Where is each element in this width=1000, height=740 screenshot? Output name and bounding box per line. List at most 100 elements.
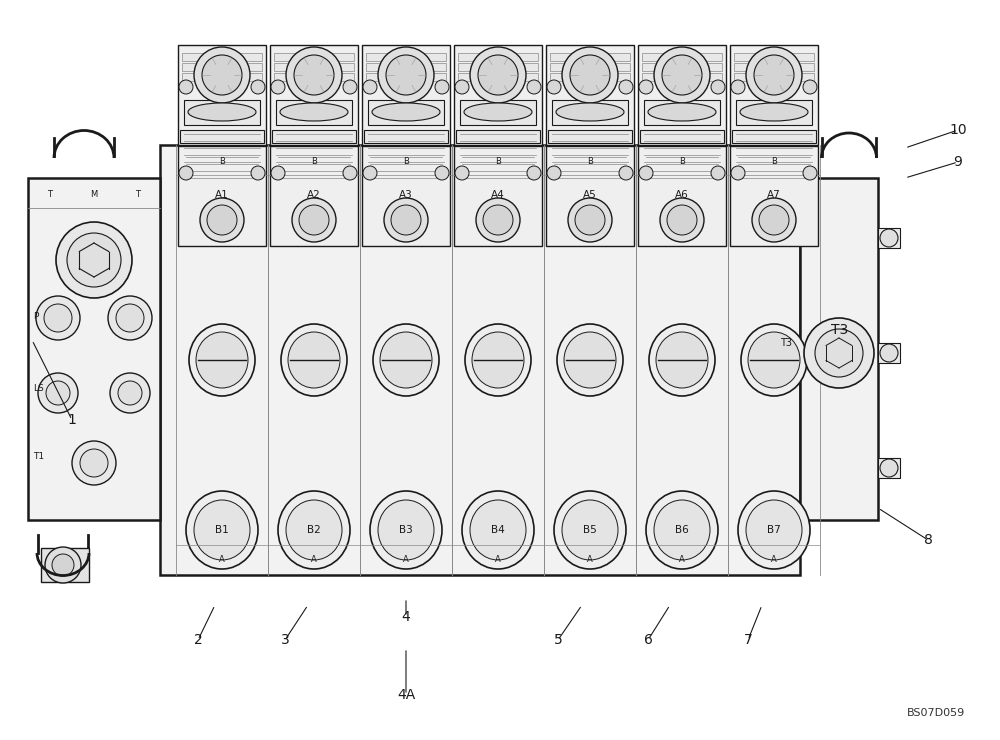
- Ellipse shape: [194, 165, 250, 225]
- Circle shape: [667, 205, 697, 235]
- Text: B: B: [403, 156, 409, 166]
- Circle shape: [470, 47, 526, 103]
- Circle shape: [639, 166, 653, 180]
- Text: T: T: [136, 189, 141, 198]
- Ellipse shape: [189, 324, 255, 396]
- Circle shape: [343, 166, 357, 180]
- Circle shape: [711, 166, 725, 180]
- Circle shape: [45, 547, 81, 583]
- Circle shape: [38, 373, 78, 413]
- Ellipse shape: [557, 324, 623, 396]
- Text: B3: B3: [399, 525, 413, 535]
- Text: A6: A6: [675, 190, 689, 200]
- Text: 4: 4: [402, 610, 410, 624]
- Circle shape: [754, 55, 794, 95]
- Text: 2: 2: [194, 633, 202, 647]
- Ellipse shape: [464, 103, 532, 121]
- Ellipse shape: [470, 165, 526, 225]
- Ellipse shape: [286, 165, 342, 225]
- Circle shape: [46, 381, 70, 405]
- Text: B4: B4: [491, 525, 505, 535]
- Text: B1: B1: [215, 525, 229, 535]
- Circle shape: [292, 198, 336, 242]
- Ellipse shape: [370, 156, 442, 234]
- Ellipse shape: [278, 156, 350, 234]
- Ellipse shape: [380, 332, 432, 388]
- Circle shape: [752, 198, 796, 242]
- Circle shape: [391, 205, 421, 235]
- Circle shape: [483, 205, 513, 235]
- Ellipse shape: [740, 103, 808, 121]
- Circle shape: [56, 222, 132, 298]
- Text: B: B: [587, 156, 593, 166]
- Ellipse shape: [188, 103, 256, 121]
- Ellipse shape: [562, 500, 618, 560]
- Ellipse shape: [186, 156, 258, 234]
- Text: T: T: [48, 189, 53, 198]
- Circle shape: [803, 166, 817, 180]
- Bar: [362, 146, 450, 246]
- Bar: [878, 458, 900, 478]
- Text: B5: B5: [583, 525, 597, 535]
- Ellipse shape: [470, 500, 526, 560]
- Text: 9: 9: [954, 155, 962, 169]
- Bar: [41, 548, 89, 582]
- Text: 8: 8: [924, 533, 932, 547]
- Circle shape: [570, 55, 610, 95]
- Circle shape: [547, 80, 561, 94]
- Bar: [550, 63, 630, 71]
- Text: BS07D059: BS07D059: [907, 708, 965, 718]
- Ellipse shape: [278, 491, 350, 569]
- Bar: [730, 45, 818, 145]
- Circle shape: [619, 166, 633, 180]
- Circle shape: [251, 80, 265, 94]
- Text: 3: 3: [281, 633, 289, 647]
- Bar: [456, 130, 540, 143]
- Bar: [638, 45, 726, 145]
- Bar: [734, 53, 814, 61]
- Circle shape: [118, 381, 142, 405]
- Text: T1: T1: [33, 451, 44, 460]
- Bar: [272, 130, 356, 143]
- Bar: [642, 63, 722, 71]
- Bar: [184, 100, 260, 125]
- Circle shape: [435, 166, 449, 180]
- Text: 7: 7: [744, 633, 752, 647]
- Circle shape: [179, 166, 193, 180]
- Bar: [460, 100, 536, 125]
- Ellipse shape: [648, 103, 716, 121]
- Circle shape: [363, 166, 377, 180]
- Ellipse shape: [746, 500, 802, 560]
- Bar: [182, 53, 262, 61]
- Bar: [274, 73, 354, 81]
- Circle shape: [803, 80, 817, 94]
- Bar: [270, 146, 358, 246]
- Bar: [800, 178, 878, 520]
- Bar: [178, 45, 266, 145]
- Bar: [366, 53, 446, 61]
- Ellipse shape: [562, 165, 618, 225]
- Ellipse shape: [649, 324, 715, 396]
- Bar: [180, 130, 264, 143]
- Circle shape: [660, 198, 704, 242]
- Text: B: B: [219, 156, 225, 166]
- Ellipse shape: [654, 165, 710, 225]
- Bar: [550, 53, 630, 61]
- Bar: [546, 45, 634, 145]
- Circle shape: [639, 80, 653, 94]
- Circle shape: [378, 47, 434, 103]
- Bar: [182, 73, 262, 81]
- Text: A: A: [495, 554, 501, 563]
- Circle shape: [271, 80, 285, 94]
- Bar: [274, 53, 354, 61]
- Text: B: B: [495, 156, 501, 166]
- Bar: [160, 145, 800, 575]
- Text: 1: 1: [68, 413, 76, 427]
- Circle shape: [294, 55, 334, 95]
- Bar: [878, 228, 900, 248]
- Bar: [734, 73, 814, 81]
- Circle shape: [363, 80, 377, 94]
- Text: A: A: [403, 554, 409, 563]
- Circle shape: [251, 166, 265, 180]
- Text: B7: B7: [767, 525, 781, 535]
